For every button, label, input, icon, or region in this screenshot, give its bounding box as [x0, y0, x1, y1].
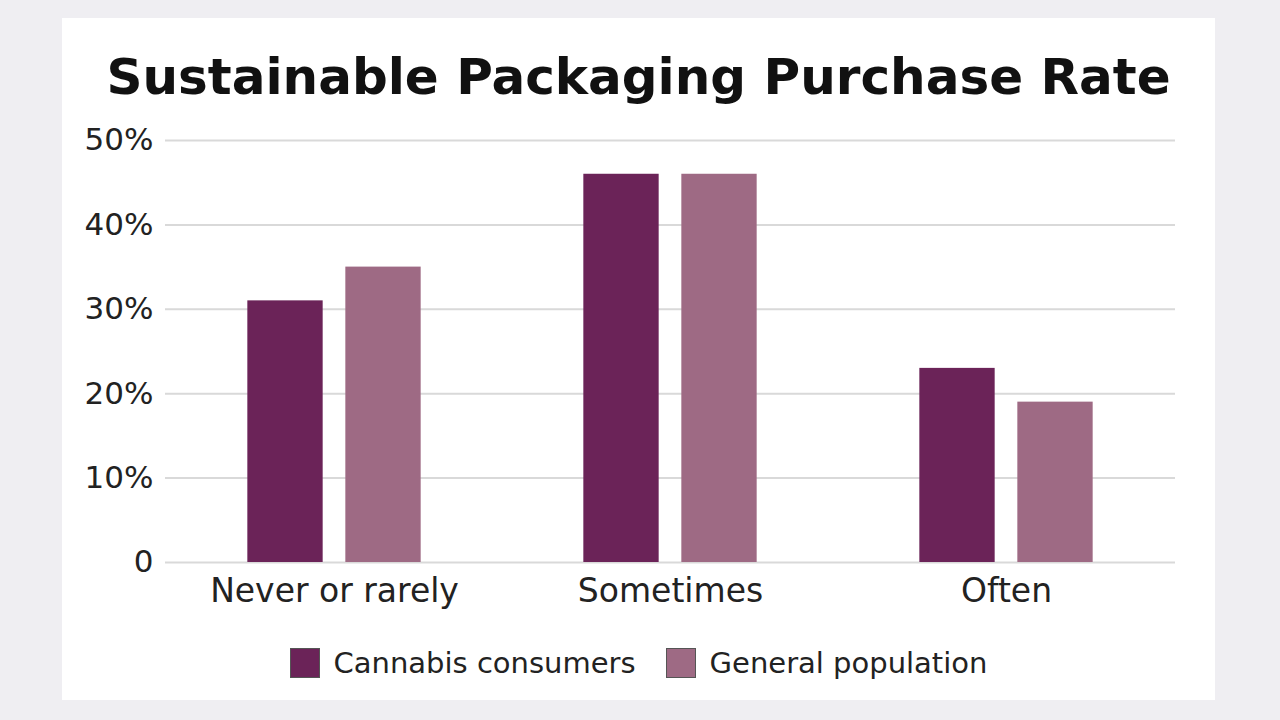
svg-text:50%: 50% [85, 121, 154, 157]
svg-text:40%: 40% [85, 206, 154, 242]
svg-text:20%: 20% [85, 375, 154, 411]
svg-text:Often: Often [961, 571, 1052, 610]
html-text:Cannabis consumers: Cannabis consumers [333, 646, 636, 680]
html-text:Sustainable Packaging Purchase: Sustainable Packaging Purchase Rate [106, 48, 1171, 106]
html-text:General population: General population [709, 646, 988, 680]
svg-text:30%: 30% [85, 290, 154, 326]
svg-text:Sometimes: Sometimes [578, 571, 763, 610]
svg-text:0: 0 [134, 543, 154, 579]
svg-text:Never or rarely: Never or rarely [210, 571, 459, 610]
svg-text:10%: 10% [85, 459, 154, 495]
